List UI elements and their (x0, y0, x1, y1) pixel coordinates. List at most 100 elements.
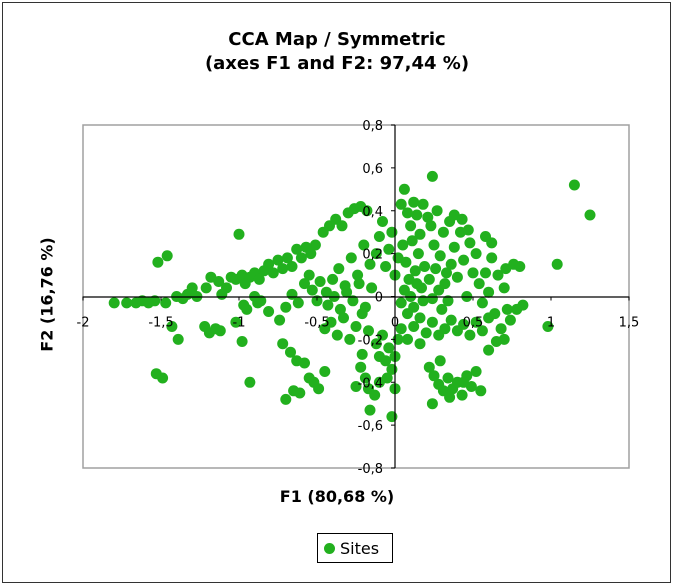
x-axis-ticks: -2 -1,5 -1 -0,5 0 0,5 1 1,5 (77, 296, 639, 331)
data-point (414, 338, 426, 350)
data-point (359, 301, 371, 313)
data-point (299, 357, 310, 369)
data-point (373, 231, 385, 242)
data-point (445, 314, 457, 326)
data-point (361, 205, 373, 217)
data-point (395, 198, 407, 210)
data-point (504, 314, 516, 326)
data-point (420, 327, 432, 339)
data-point (400, 256, 412, 268)
data-point (236, 336, 248, 347)
y-tick-label: -0,6 (358, 419, 383, 434)
data-point (444, 391, 456, 403)
legend-marker-icon (324, 542, 335, 554)
data-point (473, 278, 485, 290)
data-point (313, 383, 325, 395)
data-point (166, 321, 178, 332)
data-point (241, 303, 253, 315)
data-point (411, 278, 423, 290)
data-point (214, 325, 226, 337)
data-point (408, 196, 420, 208)
data-point (411, 209, 423, 221)
data-point (412, 248, 424, 260)
data-point (281, 252, 293, 264)
data-point (405, 220, 417, 232)
data-point (398, 183, 410, 195)
data-point (498, 282, 510, 294)
data-point (439, 323, 451, 335)
data-point (253, 273, 265, 285)
data-point (263, 306, 275, 317)
x-tick-label: 0,5 (463, 316, 484, 331)
data-point (311, 295, 323, 307)
data-point (280, 393, 292, 405)
data-point (417, 198, 429, 210)
data-point (377, 216, 388, 227)
data-point (325, 316, 337, 328)
data-point (350, 321, 362, 332)
data-point (414, 312, 426, 324)
data-point (267, 267, 279, 279)
data-point (331, 329, 343, 341)
data-point (483, 286, 495, 298)
data-point (584, 209, 596, 221)
data-point (417, 295, 429, 307)
data-point (428, 239, 440, 251)
data-point (428, 370, 440, 382)
y-tick-label: 0 (375, 291, 383, 306)
data-point (366, 282, 378, 294)
data-point (285, 346, 296, 358)
data-point (200, 282, 212, 294)
x-axis-label: F1 (80,68 %) (279, 487, 395, 506)
data-point (458, 318, 470, 330)
data-point (448, 241, 460, 253)
data-point (426, 398, 438, 410)
data-point (244, 376, 256, 388)
x-tick-label: -1 (233, 316, 246, 331)
data-point (456, 389, 468, 401)
y-axis-label: F2 (16,76 %) (37, 237, 57, 352)
data-point (263, 258, 275, 270)
data-point (395, 297, 407, 309)
data-point (274, 314, 286, 326)
data-point (303, 269, 315, 281)
data-point (277, 263, 289, 275)
data-point (414, 228, 426, 240)
data-point (458, 254, 470, 266)
chart-title-main: CCA Map / Symmetric (228, 29, 446, 50)
data-point (322, 299, 334, 311)
data-point (364, 258, 376, 270)
data-point (501, 303, 513, 315)
data-point (467, 267, 479, 279)
data-point (442, 372, 454, 384)
data-point (152, 256, 164, 268)
data-point (370, 248, 382, 260)
data-point (442, 295, 454, 307)
data-point (157, 372, 169, 384)
data-point (423, 361, 435, 373)
data-point (353, 278, 365, 290)
data-point (431, 205, 443, 217)
data-point (272, 254, 284, 266)
data-point (476, 325, 488, 337)
data-point (409, 265, 421, 277)
data-points (108, 170, 596, 423)
data-point (355, 361, 367, 373)
data-point (230, 316, 242, 328)
data-point (295, 252, 307, 264)
data-point (419, 261, 431, 272)
data-point (551, 258, 563, 270)
data-point (476, 297, 488, 309)
data-point (186, 282, 198, 294)
data-point (350, 381, 362, 392)
data-point (434, 355, 446, 367)
data-point (280, 301, 292, 313)
y-tick-label: 0,2 (362, 248, 383, 263)
y-tick-label: 0,6 (362, 162, 383, 177)
data-point (160, 297, 172, 309)
data-point (434, 250, 446, 262)
y-tick-label: -0,2 (358, 333, 383, 348)
data-point (383, 243, 395, 255)
data-point (333, 263, 345, 275)
data-point (233, 228, 245, 240)
